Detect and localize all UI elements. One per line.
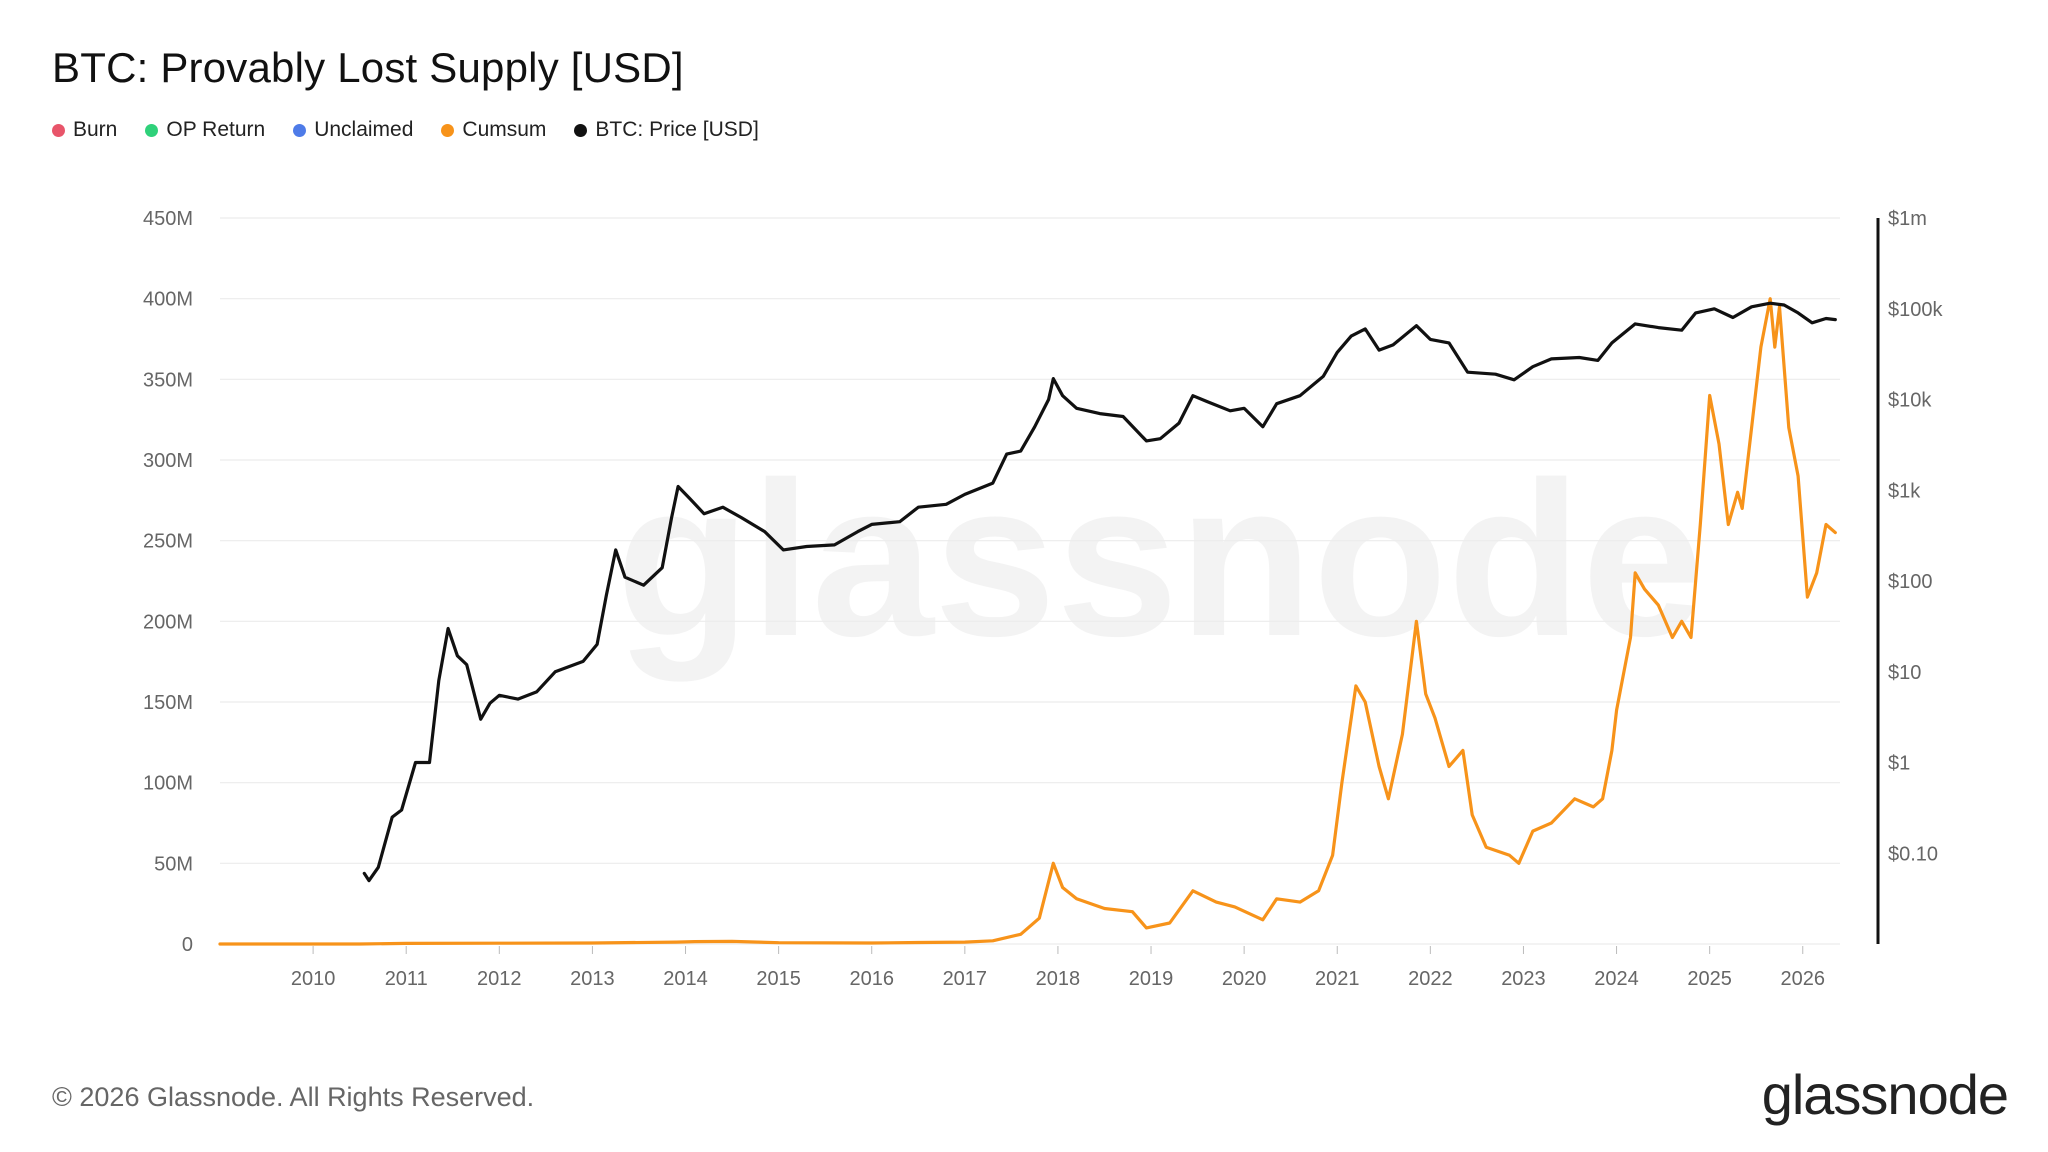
x-tick-label: 2011 <box>385 968 428 990</box>
x-tick-label: 2016 <box>849 968 894 990</box>
legend: Burn OP Return Unclaimed Cumsum BTC: Pri… <box>52 118 759 142</box>
left-axis-ticks: 0 50M 100M 150M 200M 250M 300M 350M 400M 450M <box>143 208 193 956</box>
left-tick-label: 450M <box>143 208 193 230</box>
left-tick-label: 350M <box>143 369 193 391</box>
x-tick-label: 2014 <box>663 968 708 990</box>
legend-item-unclaimed[interactable]: Unclaimed <box>293 118 413 142</box>
burn-dot-icon <box>52 123 65 137</box>
right-tick-label: $10 <box>1888 662 1921 684</box>
legend-label-btc-price: BTC: Price [USD] <box>595 118 759 141</box>
x-tick-label: 2013 <box>570 968 615 990</box>
watermark: glassnode <box>616 436 1704 682</box>
left-tick-label: 0 <box>182 934 193 956</box>
right-tick-label: $1m <box>1888 208 1927 230</box>
legend-item-op-return[interactable]: OP Return <box>145 118 265 142</box>
x-tick-label: 2020 <box>1222 968 1267 990</box>
left-tick-label: 300M <box>143 450 193 472</box>
legend-item-cumsum[interactable]: Cumsum <box>441 118 546 142</box>
unclaimed-dot-icon <box>293 123 307 137</box>
x-tick-label: 2025 <box>1687 968 1732 990</box>
legend-item-btc-price[interactable]: BTC: Price [USD] <box>574 118 759 142</box>
left-tick-label: 400M <box>143 289 193 311</box>
x-tick-label: 2019 <box>1129 968 1174 990</box>
x-tick-label: 2026 <box>1781 968 1826 990</box>
cumsum-series-line <box>218 297 1837 946</box>
legend-item-burn[interactable]: Burn <box>52 118 117 142</box>
right-tick-label: $1k <box>1888 480 1921 502</box>
x-tick-label: 2010 <box>291 968 336 990</box>
right-tick-label: $10k <box>1888 390 1932 412</box>
chart-title: BTC: Provably Lost Supply [USD] <box>52 44 684 91</box>
copyright-footer: © 2026 Glassnode. All Rights Reserved. <box>52 1082 535 1112</box>
btc-price-dot-icon <box>574 123 588 137</box>
legend-label-op-return: OP Return <box>166 118 266 141</box>
x-tick-label: 2024 <box>1594 968 1639 990</box>
x-tick-label: 2015 <box>756 968 801 990</box>
left-tick-label: 200M <box>143 611 193 633</box>
x-tick-label: 2021 <box>1315 968 1360 990</box>
left-tick-label: 150M <box>143 692 193 714</box>
legend-label-unclaimed: Unclaimed <box>314 118 414 141</box>
legend-label-burn: Burn <box>73 118 118 141</box>
x-tick-label: 2017 <box>943 968 988 990</box>
x-tick-label: 2022 <box>1408 968 1453 990</box>
x-tick-label: 2018 <box>1036 968 1081 990</box>
glassnode-logo: glassnode <box>1761 1063 2009 1126</box>
x-tick-label: 2012 <box>477 968 522 990</box>
right-tick-label: $100 <box>1888 571 1933 593</box>
right-axis-ticks: $0.10 $1 $10 $100 $1k $10k $100k $1m <box>1888 208 1943 865</box>
x-axis-ticks: 2010 2011 2012 2013 2014 2015 2016 2017 2018 2019… <box>291 946 1825 990</box>
legend-label-cumsum: Cumsum <box>462 118 547 141</box>
left-tick-label: 250M <box>143 531 193 553</box>
right-tick-label: $1 <box>1888 753 1910 775</box>
btc-price-series-line <box>362 301 1837 883</box>
left-tick-label: 50M <box>154 853 193 875</box>
left-tick-label: 100M <box>143 773 193 795</box>
x-tick-label: 2023 <box>1501 968 1546 990</box>
op-return-dot-icon <box>145 123 159 137</box>
cumsum-dot-icon <box>441 123 455 137</box>
right-tick-label: $100k <box>1888 299 1943 321</box>
right-tick-label: $0.10 <box>1888 843 1938 865</box>
series-lines <box>218 297 1837 946</box>
